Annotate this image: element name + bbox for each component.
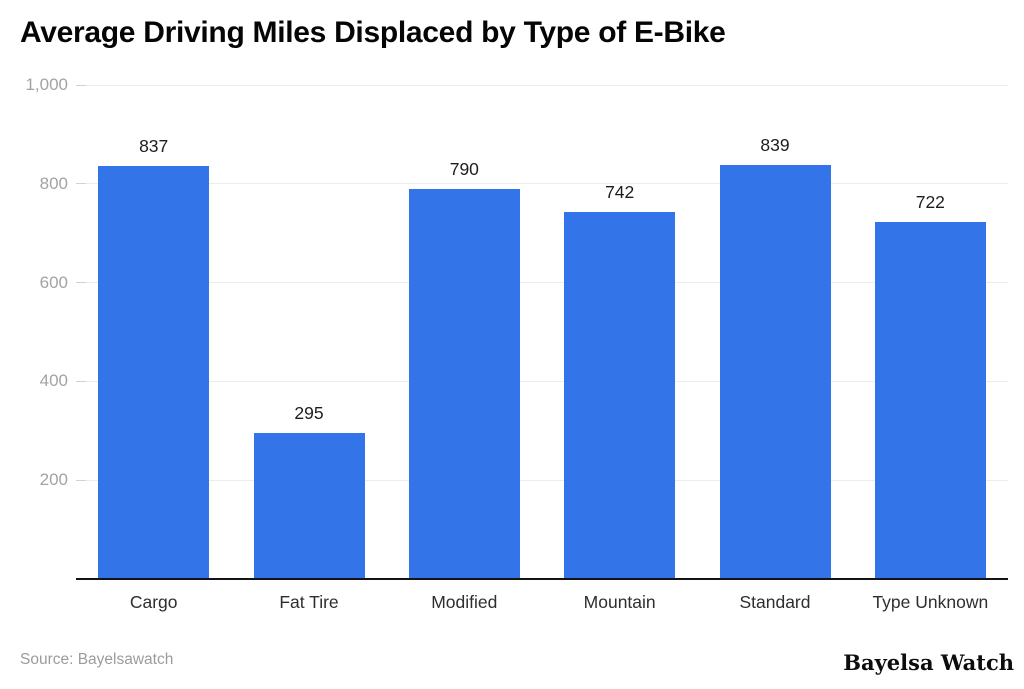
bar (564, 212, 676, 578)
bar (408, 188, 520, 578)
bar-value-label: 295 (294, 403, 324, 424)
y-axis-tick-label: 600 (39, 272, 68, 292)
x-axis-category-label: Fat Tire (279, 592, 339, 612)
bar (98, 165, 210, 578)
x-axis-category-label: Mountain (583, 592, 656, 612)
bar (874, 222, 986, 578)
x-axis-baseline (76, 578, 1008, 580)
chart-title: Average Driving Miles Displaced by Type … (20, 16, 726, 49)
bar-value-label: 722 (915, 192, 945, 213)
bar-value-label: 839 (760, 134, 790, 155)
bar-value-label: 837 (139, 135, 169, 156)
x-axis-category-label: Cargo (129, 592, 178, 612)
bar-value-label: 742 (605, 182, 635, 203)
x-axis-category-label: Standard (739, 592, 811, 612)
bar (719, 164, 831, 578)
bar (253, 433, 365, 578)
brand-mark: Bayelsa Watch (843, 650, 1014, 675)
y-axis-tick-label: 400 (39, 371, 68, 391)
y-gridline (76, 282, 1008, 284)
x-axis-category-label: Modified (431, 592, 498, 612)
y-gridline (76, 380, 1008, 382)
x-axis-category-label: Type Unknown (872, 592, 989, 612)
y-axis-tick-label: 200 (39, 470, 68, 490)
y-gridline (76, 479, 1008, 481)
y-gridline (76, 84, 1008, 86)
y-axis-tick-label: 1,000 (25, 75, 68, 94)
y-tick-mark (76, 282, 86, 284)
y-tick-mark (76, 84, 86, 86)
source-note: Source: Bayelsawatch (20, 651, 174, 668)
y-tick-mark (76, 380, 86, 382)
bar-value-label: 790 (449, 158, 479, 179)
y-tick-mark (76, 479, 86, 481)
y-gridline (76, 183, 1008, 185)
y-axis-tick-label: 800 (39, 173, 68, 193)
y-tick-mark (76, 183, 86, 185)
